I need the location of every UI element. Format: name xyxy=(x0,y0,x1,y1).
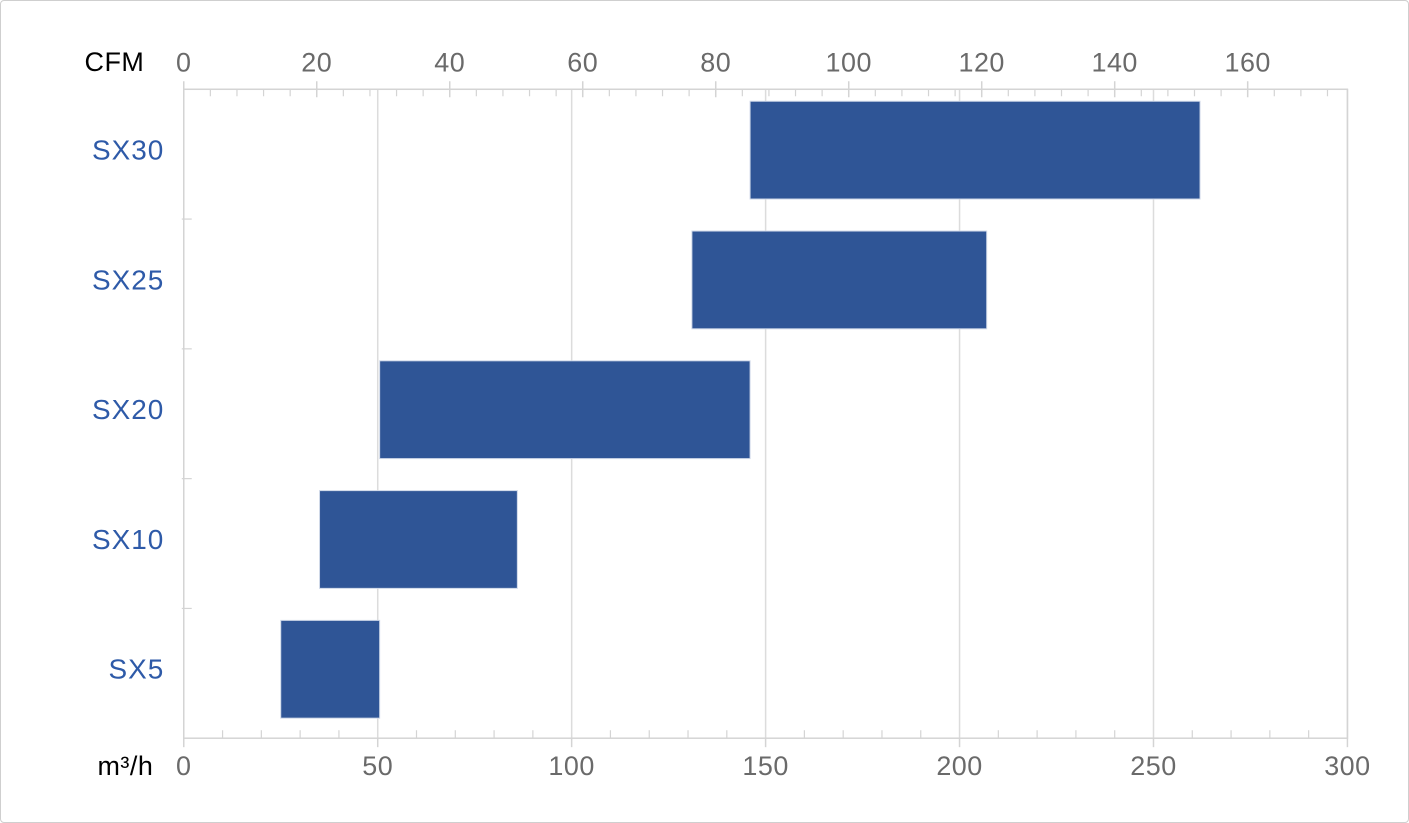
chart-plot-area: 0 20 40 60 80 100 120 140 160 0 50 100 150 200 250 300 S… xyxy=(92,47,1370,781)
range-bar xyxy=(691,230,988,330)
bottom-axis-unit-label: m³/h xyxy=(97,751,153,781)
top-axis-tick-label: 100 xyxy=(826,47,872,77)
top-axis-tick-label: 20 xyxy=(301,47,332,77)
category-label: SX30 xyxy=(92,135,164,166)
top-axis-tick-label: 120 xyxy=(958,47,1004,77)
bottom-axis-tick-label: 300 xyxy=(1324,751,1370,781)
bottom-axis-tick-label: 100 xyxy=(548,751,594,781)
top-axis-tick-label: 0 xyxy=(176,47,191,77)
bottom-axis-tick-label: 200 xyxy=(936,751,982,781)
range-bar xyxy=(319,490,518,589)
category-label: SX10 xyxy=(92,524,164,555)
range-bar xyxy=(749,100,1201,200)
top-axis-tick-label: 160 xyxy=(1224,47,1270,77)
category-label: SX25 xyxy=(92,264,164,295)
top-axis-unit-label: CFM xyxy=(85,47,145,77)
bottom-axis-tick-label: 0 xyxy=(176,751,191,781)
top-axis-tick-label: 40 xyxy=(434,47,465,77)
category-label: SX5 xyxy=(109,654,165,685)
range-bar xyxy=(379,360,751,460)
category-label: SX20 xyxy=(92,394,164,425)
bottom-axis-tick-label: 50 xyxy=(362,751,393,781)
range-bar xyxy=(280,619,381,719)
top-axis-tick-label: 60 xyxy=(567,47,598,77)
top-axis-tick-label: 80 xyxy=(700,47,731,77)
bottom-axis-tick-label: 150 xyxy=(742,751,788,781)
bottom-axis-tick-label: 250 xyxy=(1130,751,1176,781)
top-axis-tick-label: 140 xyxy=(1091,47,1137,77)
